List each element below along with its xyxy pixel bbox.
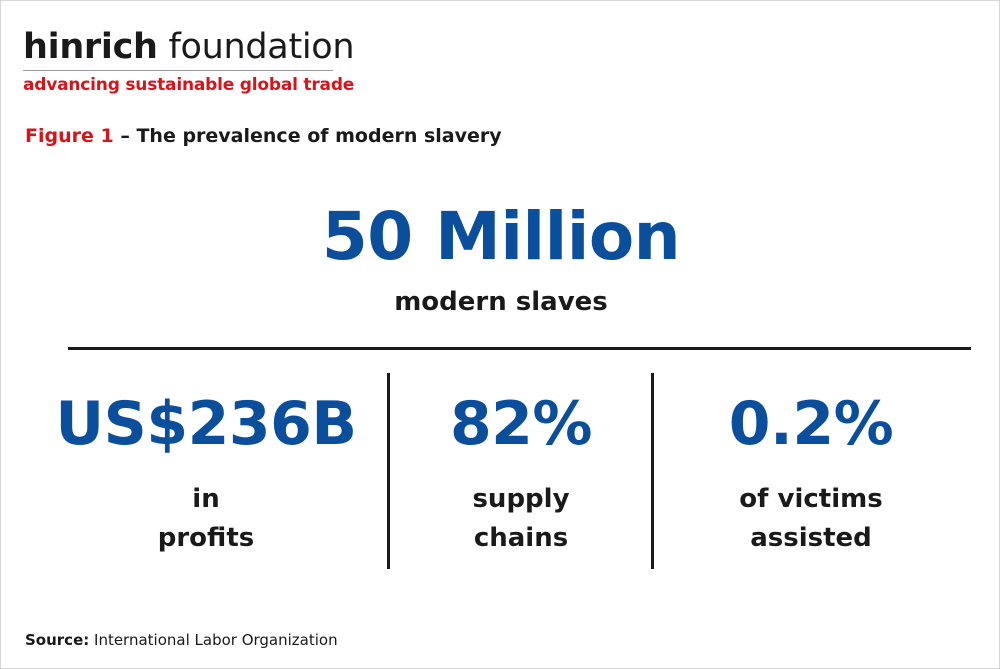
- stat-profits: US$236B in profits: [41, 386, 371, 558]
- stat-label: of victims assisted: [666, 480, 956, 558]
- stat-label-line: profits: [157, 523, 255, 553]
- vertical-divider-2: [651, 373, 654, 569]
- logo-name-bold: hinrich: [23, 27, 158, 67]
- stat-label: in profits: [41, 480, 371, 558]
- stat-supply-chains: 82% supply chains: [401, 386, 641, 558]
- logo-divider: [23, 70, 333, 71]
- stat-label-line: in: [192, 484, 220, 514]
- source-text: International Labor Organization: [89, 631, 338, 649]
- figure-title-text: The prevalence of modern slavery: [136, 125, 502, 147]
- hinrich-foundation-logo: hinrich foundation advancing sustainable…: [23, 27, 355, 95]
- figure-title: Figure 1 – The prevalence of modern slav…: [25, 125, 502, 147]
- horizontal-divider: [68, 347, 971, 350]
- logo-tagline: advancing sustainable global trade: [23, 75, 355, 95]
- source-label: Source:: [25, 631, 90, 649]
- stat-label-line: of victims: [739, 484, 883, 514]
- stat-value: 82%: [449, 389, 593, 459]
- stat-label-line: chains: [473, 523, 569, 553]
- headline-label: modern slaves: [394, 287, 608, 317]
- stat-label-line: supply: [472, 484, 570, 514]
- figure-separator: –: [113, 125, 137, 147]
- stat-label: supply chains: [401, 480, 641, 558]
- headline-value: 50 Million: [321, 198, 681, 275]
- stat-label-line: assisted: [750, 523, 872, 553]
- logo-wordmark: hinrich foundation: [23, 27, 355, 67]
- source-note: Source: International Labor Organization: [25, 631, 338, 649]
- logo-name-light: foundation: [168, 27, 355, 67]
- vertical-divider-1: [387, 373, 390, 569]
- stat-value: 0.2%: [728, 389, 894, 459]
- stat-victims-assisted: 0.2% of victims assisted: [666, 386, 956, 558]
- figure-number: Figure 1: [25, 125, 114, 147]
- stat-value: US$236B: [55, 389, 357, 459]
